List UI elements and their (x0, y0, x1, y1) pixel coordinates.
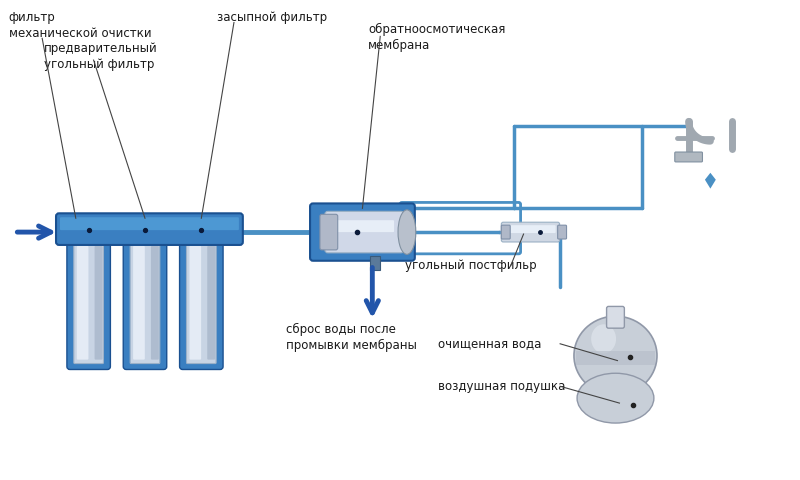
Text: фильтр
механической очистки: фильтр механической очистки (9, 11, 151, 40)
Ellipse shape (591, 324, 616, 353)
Ellipse shape (574, 316, 657, 395)
FancyBboxPatch shape (60, 217, 239, 230)
FancyBboxPatch shape (502, 225, 510, 239)
Ellipse shape (577, 373, 654, 423)
Text: сброс воды после
промывки мембраны: сброс воды после промывки мембраны (286, 323, 418, 352)
Text: воздушная подушка: воздушная подушка (438, 380, 565, 393)
FancyBboxPatch shape (74, 239, 103, 363)
FancyBboxPatch shape (56, 213, 243, 245)
FancyBboxPatch shape (123, 217, 166, 370)
FancyBboxPatch shape (674, 152, 702, 162)
FancyBboxPatch shape (331, 220, 394, 232)
Text: засыпной фильтр: засыпной фильтр (217, 11, 327, 24)
FancyBboxPatch shape (130, 239, 160, 363)
FancyBboxPatch shape (370, 256, 380, 270)
FancyBboxPatch shape (179, 217, 223, 370)
Polygon shape (705, 173, 716, 189)
FancyBboxPatch shape (94, 246, 102, 360)
FancyBboxPatch shape (67, 217, 110, 370)
FancyBboxPatch shape (325, 211, 404, 253)
FancyBboxPatch shape (186, 239, 216, 363)
FancyBboxPatch shape (68, 218, 110, 242)
FancyBboxPatch shape (310, 204, 415, 261)
FancyBboxPatch shape (558, 225, 566, 239)
FancyBboxPatch shape (207, 246, 215, 360)
FancyBboxPatch shape (502, 222, 560, 242)
FancyBboxPatch shape (606, 306, 624, 328)
FancyBboxPatch shape (77, 246, 89, 360)
Text: очищенная вода: очищенная вода (438, 337, 541, 350)
FancyBboxPatch shape (151, 246, 159, 360)
FancyBboxPatch shape (320, 214, 338, 250)
Text: угольный постфильр: угольный постфильр (405, 259, 537, 272)
FancyBboxPatch shape (506, 225, 556, 233)
FancyBboxPatch shape (181, 218, 222, 242)
Text: предварительный
угольный фильтр: предварительный угольный фильтр (44, 42, 158, 72)
Ellipse shape (398, 210, 416, 254)
Text: обратноосмотическая
мембрана: обратноосмотическая мембрана (368, 23, 506, 52)
FancyBboxPatch shape (133, 246, 145, 360)
FancyBboxPatch shape (576, 351, 655, 364)
FancyBboxPatch shape (124, 218, 166, 242)
FancyBboxPatch shape (190, 246, 201, 360)
